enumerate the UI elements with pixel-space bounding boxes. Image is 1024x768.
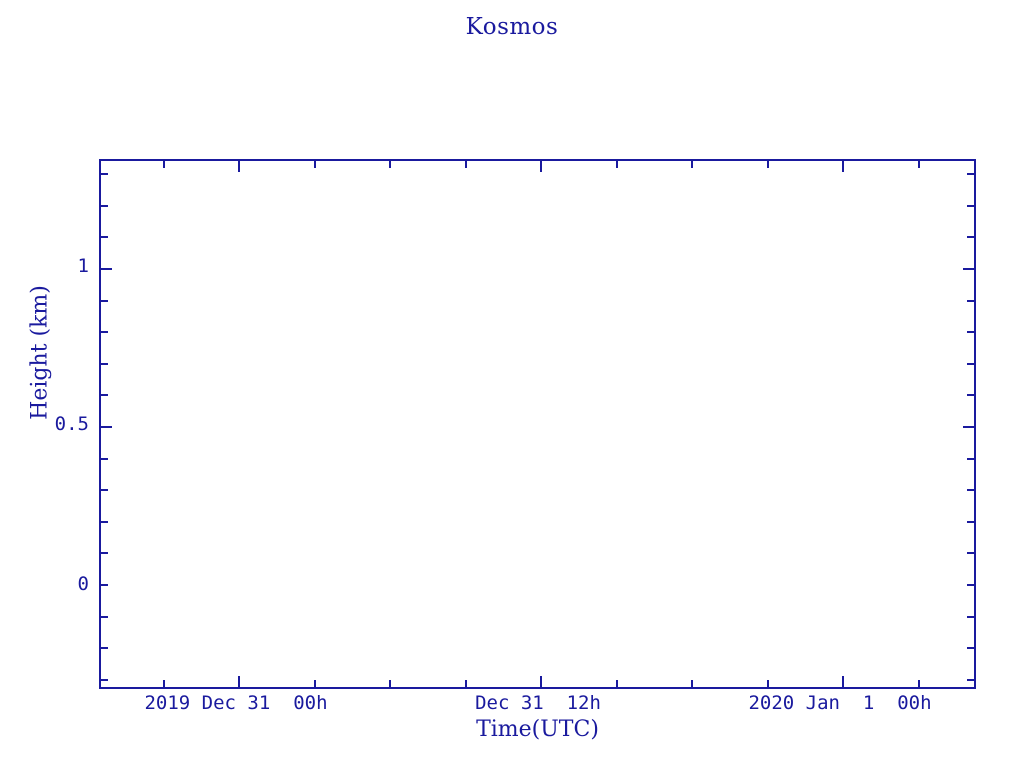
x-minor-tick-top [691, 161, 693, 168]
x-tick-label: Dec 31 12h [475, 692, 601, 714]
x-minor-tick-bottom [766, 680, 769, 687]
plot-frame [99, 159, 976, 689]
y-minor-tick-right [967, 394, 974, 397]
y-minor-tick-left [101, 457, 108, 460]
x-major-tick-top [842, 161, 844, 172]
x-minor-tick-top [389, 161, 391, 168]
y-minor-tick-left [101, 394, 108, 397]
y-minor-tick-left [101, 299, 108, 302]
y-minor-tick-left [101, 173, 108, 176]
y-minor-tick-left [101, 615, 108, 618]
y-minor-tick-right [967, 552, 974, 555]
y-major-tick-right [963, 426, 974, 428]
y-minor-tick-right [967, 678, 974, 681]
y-minor-tick-left [101, 552, 108, 555]
x-major-tick-bottom [540, 676, 542, 687]
x-minor-tick-bottom [615, 680, 618, 687]
y-minor-tick-right [967, 615, 974, 618]
x-minor-tick-top [162, 161, 165, 168]
x-minor-tick-top [917, 161, 920, 168]
y-minor-tick-right [967, 489, 974, 492]
y-minor-tick-left [101, 362, 108, 365]
x-minor-tick-top [615, 161, 618, 168]
x-minor-tick-bottom [464, 680, 467, 687]
y-minor-tick-right [967, 173, 974, 176]
plot-area [101, 161, 974, 687]
y-major-tick-right [963, 268, 974, 270]
x-minor-tick-top [313, 161, 316, 168]
y-axis-title: Height (km) [27, 285, 53, 420]
y-minor-tick-right [967, 520, 974, 523]
y-minor-tick-left [101, 236, 108, 239]
y-minor-tick-right [967, 457, 974, 460]
x-minor-tick-bottom [917, 680, 920, 687]
x-minor-tick-top [464, 161, 467, 168]
y-tick-label: 0.5 [54, 413, 89, 435]
x-tick-label: 2020 Jan 1 00h [748, 692, 932, 714]
x-major-tick-bottom [238, 676, 240, 687]
y-minor-tick-left [101, 647, 108, 650]
x-major-tick-top [540, 161, 542, 172]
x-minor-tick-bottom [313, 680, 316, 687]
x-minor-tick-bottom [691, 680, 693, 687]
x-minor-tick-bottom [162, 680, 165, 687]
y-minor-tick-right [967, 331, 974, 334]
x-major-tick-top [238, 161, 240, 172]
y-tick-label: 0 [77, 573, 89, 595]
y-major-tick-left [101, 268, 112, 270]
x-minor-tick-top [766, 161, 769, 168]
y-minor-tick-left [101, 520, 108, 523]
y-minor-tick-right [967, 236, 974, 239]
y-minor-tick-right [967, 647, 974, 650]
x-axis-title: Time(UTC) [476, 717, 599, 742]
x-major-tick-bottom [842, 676, 844, 687]
y-minor-tick-left [101, 584, 108, 586]
y-minor-tick-right [967, 362, 974, 365]
x-tick-label: 2019 Dec 31 00h [144, 692, 328, 714]
y-minor-tick-right [967, 299, 974, 302]
y-minor-tick-right [967, 204, 974, 207]
y-minor-tick-right [967, 584, 974, 586]
y-minor-tick-left [101, 489, 108, 492]
y-minor-tick-left [101, 678, 108, 681]
y-tick-label: 1 [77, 255, 89, 277]
y-major-tick-left [101, 426, 112, 428]
chart-title: Kosmos [465, 14, 559, 40]
y-minor-tick-left [101, 204, 108, 207]
x-minor-tick-bottom [389, 680, 391, 687]
y-minor-tick-left [101, 331, 108, 334]
